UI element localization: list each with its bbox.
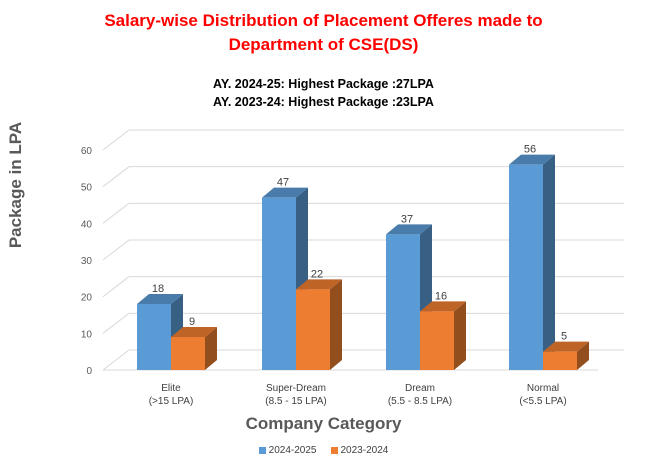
data-label-1-0: 9 bbox=[189, 316, 195, 328]
y-tick-label-20: 20 bbox=[81, 293, 93, 304]
chart-title-line-1: Salary-wise Distribution of Placement Of… bbox=[104, 11, 543, 30]
y-tick-label-0: 0 bbox=[86, 366, 92, 377]
data-label-1-3: 5 bbox=[561, 331, 567, 343]
bar-top-0-0 bbox=[137, 294, 183, 304]
bar-0-3 bbox=[509, 164, 543, 370]
gridline-diag-10 bbox=[102, 312, 130, 334]
chart-title-line-2: Department of CSE(DS) bbox=[228, 35, 419, 54]
data-label-0-1: 47 bbox=[277, 177, 289, 189]
x-axis-label: Company Category bbox=[245, 414, 402, 433]
gridline-diag-60 bbox=[102, 129, 130, 151]
y-axis-label: Package in LPA bbox=[6, 121, 25, 249]
y-tick-label-50: 50 bbox=[81, 183, 93, 194]
legend-swatch-2024 bbox=[258, 447, 266, 454]
bar-1-0 bbox=[171, 337, 205, 370]
y-tick-label-60: 60 bbox=[81, 146, 93, 157]
bar-1-2 bbox=[420, 311, 454, 370]
bar-top-0-2 bbox=[386, 224, 432, 235]
bar-side-1-2 bbox=[454, 301, 466, 370]
gridline-diag-20 bbox=[102, 276, 130, 298]
x-tick-label-2-1: (5.5 - 8.5 LPA) bbox=[388, 396, 452, 407]
x-tick-label-3-0: Normal bbox=[527, 383, 559, 394]
bar-0-0 bbox=[137, 304, 171, 370]
chart-subtitle-line-2: AY. 2023-24: Highest Package :23LPA bbox=[213, 95, 434, 109]
x-tick-label-1-1: (8.5 - 15 LPA) bbox=[265, 396, 327, 407]
chart-subtitle-line-1: AY. 2024-25: Highest Package :27LPA bbox=[213, 77, 434, 91]
legend-label-2024: 2024-2025 bbox=[268, 445, 317, 456]
y-tick-label-40: 40 bbox=[81, 219, 93, 230]
gridline-diag-30 bbox=[102, 239, 130, 261]
bar-top-1-0 bbox=[171, 327, 217, 337]
legend-item-2024: 2024-2025 bbox=[258, 445, 317, 456]
bar-top-1-1 bbox=[296, 279, 342, 290]
bar-1-3 bbox=[543, 351, 577, 370]
gridline-diag-40 bbox=[102, 202, 130, 224]
bar-1-1 bbox=[296, 289, 330, 370]
bar-top-1-3 bbox=[543, 341, 589, 352]
legend: 2024-2025 2023-2024 bbox=[0, 445, 647, 456]
legend-item-2023: 2023-2024 bbox=[330, 445, 389, 456]
bar-side-1-0 bbox=[205, 327, 217, 370]
data-label-1-1: 22 bbox=[311, 268, 323, 280]
x-tick-label-1-0: Super-Dream bbox=[266, 383, 326, 394]
data-label-0-3: 56 bbox=[524, 144, 536, 156]
bar-top-0-3 bbox=[509, 154, 555, 165]
bar-side-1-1 bbox=[330, 279, 342, 370]
gridline-diag-0 bbox=[102, 349, 130, 371]
bar-0-1 bbox=[262, 197, 296, 370]
bar-0-2 bbox=[386, 234, 420, 370]
data-label-0-2: 37 bbox=[401, 213, 413, 225]
legend-label-2023: 2023-2024 bbox=[340, 445, 389, 456]
bar-top-0-1 bbox=[262, 187, 308, 198]
data-label-1-2: 16 bbox=[435, 290, 447, 302]
x-tick-label-0-0: Elite bbox=[161, 383, 181, 394]
bar-top-1-2 bbox=[420, 301, 466, 312]
x-tick-label-2-0: Dream bbox=[405, 383, 435, 394]
y-tick-label-10: 10 bbox=[81, 329, 93, 340]
data-label-0-0: 18 bbox=[152, 283, 164, 295]
x-tick-label-0-1: (>15 LPA) bbox=[149, 396, 194, 407]
legend-swatch-2023 bbox=[330, 447, 338, 454]
y-tick-label-30: 30 bbox=[81, 256, 93, 267]
gridline-diag-50 bbox=[102, 166, 130, 188]
bar-side-0-3 bbox=[543, 154, 555, 370]
x-tick-label-3-1: (<5.5 LPA) bbox=[519, 396, 566, 407]
bar-side-1-3 bbox=[577, 341, 589, 370]
